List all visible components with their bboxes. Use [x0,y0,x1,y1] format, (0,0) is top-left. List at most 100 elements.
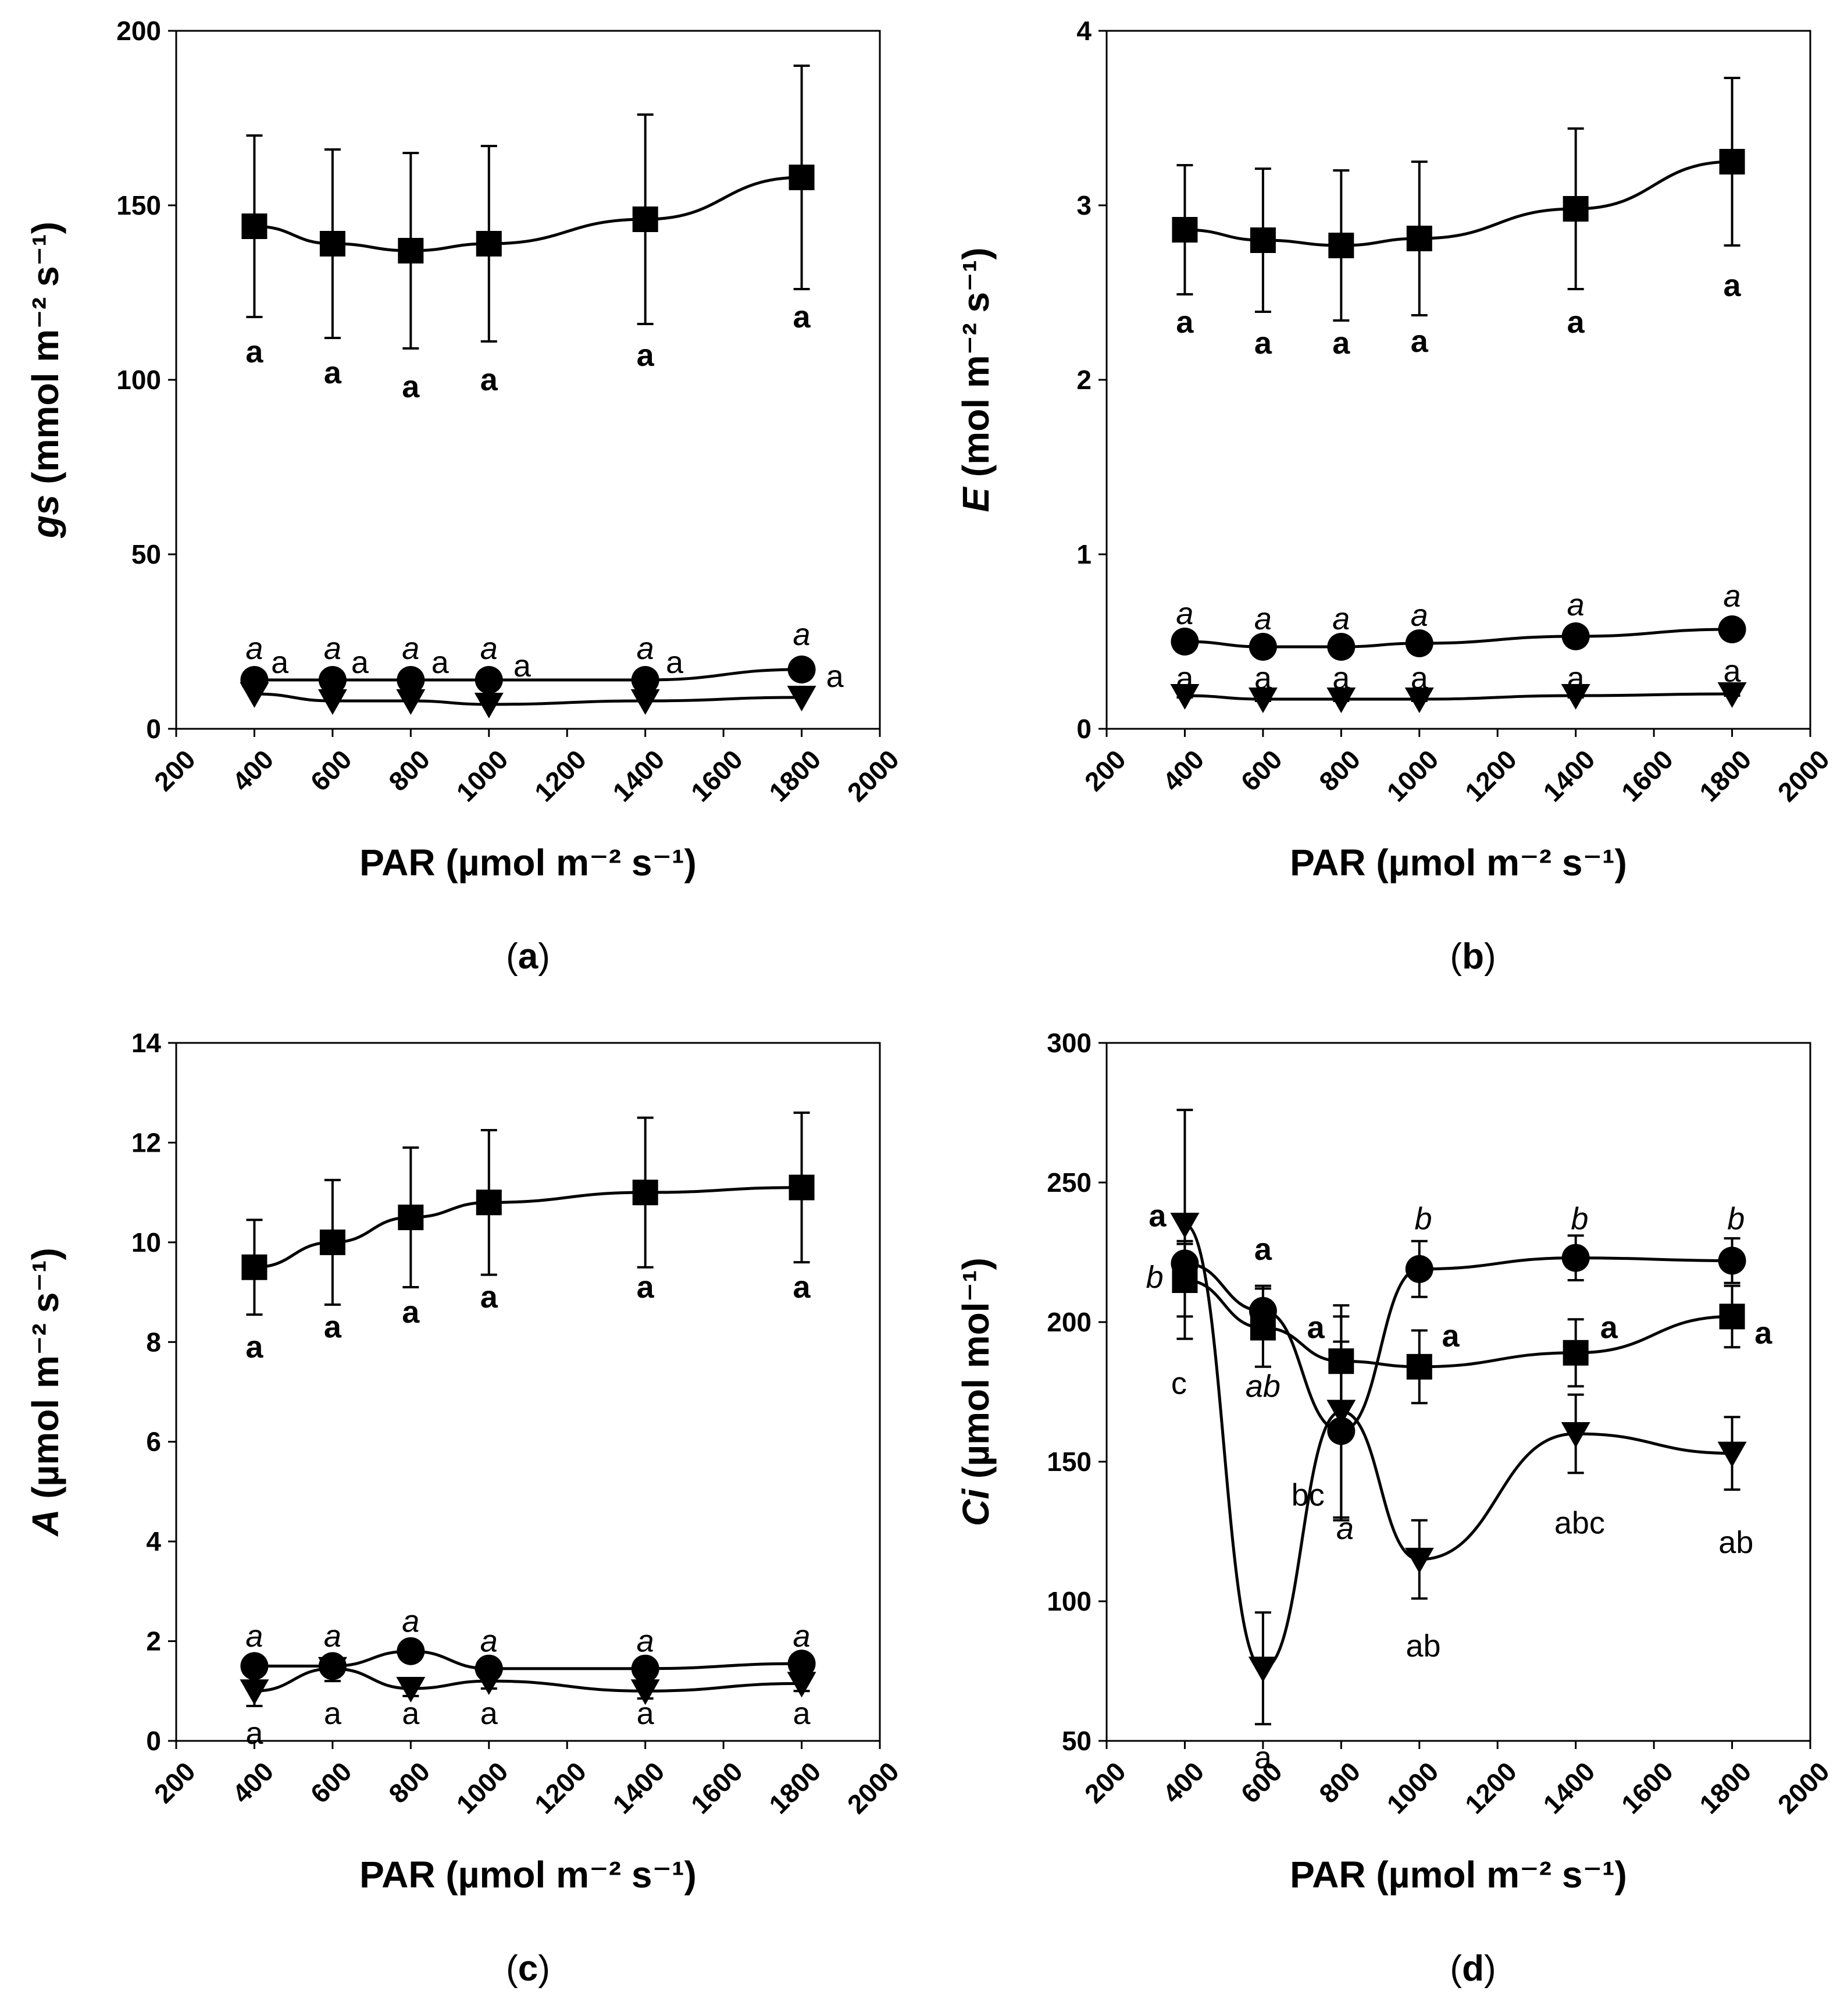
data-point-square [632,1180,658,1206]
significance-letter: a [271,645,289,680]
significance-letter: a [245,1716,263,1751]
series-triangle [240,1655,816,1707]
y-tick-label: 0 [146,1726,161,1756]
significance-letter: a [1332,601,1350,636]
significance-letter: a [793,1270,811,1305]
panel-a: 200 400 600 800 1000 1200 1400 1600 1800 2000 0 50 1… [24,16,905,977]
plot-frame [1105,1042,1811,1742]
x-tick-label: 800 [383,1756,436,1809]
x-tick-label: 400 [1157,744,1210,797]
x-tick-label: 400 [226,1756,279,1809]
significance-letter: a [480,1696,498,1731]
panel-b: 200 400 600 800 1000 1200 1400 1600 1800 2000 0 1 2 3… [955,16,1835,977]
data-point-triangle [787,1672,816,1698]
data-point-triangle [1561,684,1590,710]
data-point-square [1563,1340,1589,1366]
data-point-triangle [318,689,347,715]
significance-letter: b [1414,1201,1432,1236]
y-axis-title-symbol: A [24,1509,66,1537]
y-tick-label: 100 [1047,1586,1092,1616]
significance-letter: a [826,659,844,694]
significance-letter: a [324,355,342,390]
y-axis-title: gs (mmol m⁻² s⁻¹) [24,222,66,539]
significance-letter: a [637,1270,655,1305]
significance-letter: a [402,1696,420,1731]
data-point-square [1172,217,1198,243]
y-tick-label: 4 [1076,16,1092,46]
x-tick-label: 2000 [841,744,905,807]
significance-letter: a [1149,1199,1167,1234]
significance-letter: a [351,645,369,680]
x-tick-label: 1200 [529,744,592,807]
panel-label: (c) [506,1949,550,1989]
series-triangle [1170,1109,1747,1726]
plot-frame [1105,30,1811,730]
significance-letter: a [1567,661,1585,696]
x-tick-label: 1000 [1381,1756,1444,1819]
data-point-triangle [474,1669,504,1696]
significance-letter: a [1600,1310,1618,1345]
data-point-triangle [1326,688,1356,713]
significance-letter: a [245,1330,263,1365]
data-point-circle [318,666,347,694]
x-tick-label: 200 [1079,1756,1132,1809]
y-tick-label: 50 [131,539,161,569]
data-point-square [241,213,267,239]
significance-letter: b [1571,1201,1588,1236]
x-tick-label: 600 [305,1756,358,1809]
x-axis-title: PAR (µmol m⁻² s⁻¹) [359,1854,697,1896]
data-point-triangle [630,689,660,715]
y-axis-title-symbol: E [955,486,997,512]
series-triangle [240,682,816,718]
data-point-circle [1327,633,1356,661]
x-tick-label: 800 [1313,1756,1366,1809]
data-point-circle [1561,1244,1590,1272]
significance-letter: a [793,617,811,652]
data-point-square [1719,1303,1745,1330]
significance-letter: a [324,1696,342,1731]
significance-letter: a [1724,579,1741,614]
y-axis-title: E (mol m⁻² s⁻¹) [955,247,997,512]
series-line-triangle [1184,1223,1732,1670]
x-tick-label: 2000 [1772,1756,1835,1819]
significance-letter: a [1567,587,1585,622]
significance-letter: a [324,631,341,666]
significance-letter: a [402,631,419,666]
data-point-square [476,1189,502,1216]
y-tick-label: 250 [1047,1167,1092,1198]
x-tick-label: 1800 [1693,1756,1757,1819]
series-square [241,65,815,350]
y-tick-label: 200 [1047,1307,1092,1337]
y-tick-label: 10 [131,1227,161,1258]
y-tick-label: 0 [146,714,161,744]
data-point-circle [475,666,503,694]
significance-letter: a [1254,601,1272,636]
x-tick-label: 2000 [1772,744,1835,807]
y-axis-title-units: (µmol mol⁻¹) [955,1258,997,1489]
y-tick-label: 2 [1076,365,1092,395]
x-axis-title: PAR (µmol m⁻² s⁻¹) [1290,1854,1627,1896]
panel-label-open: ( [1450,936,1462,977]
data-point-circle [1171,628,1199,656]
data-point-triangle [1404,688,1434,713]
y-axis-title-units: (mmol m⁻² s⁻¹) [24,222,66,494]
y-axis-title: A (µmol m⁻² s⁻¹) [24,1248,66,1537]
x-tick-label: 1600 [685,744,748,807]
x-tick-label: 1000 [1381,744,1444,807]
panel-label-close: ) [538,936,550,977]
data-point-triangle [787,686,816,711]
significance-letter: a [245,1619,263,1654]
significance-letter: a [1332,326,1350,361]
data-point-square [398,1205,424,1230]
series-line-square [254,1186,802,1269]
significance-letter: a [245,631,263,666]
data-point-triangle [1717,682,1747,708]
plot-frame [175,1042,881,1742]
significance-letter: a [431,645,450,680]
x-tick-label: 1200 [1459,1756,1522,1819]
panel-label-close: ) [1484,1949,1496,1989]
data-point-square [319,1229,345,1255]
y-tick-label: 200 [116,16,161,46]
data-point-square [1406,226,1432,251]
significance-letter: ab [1406,1629,1440,1664]
